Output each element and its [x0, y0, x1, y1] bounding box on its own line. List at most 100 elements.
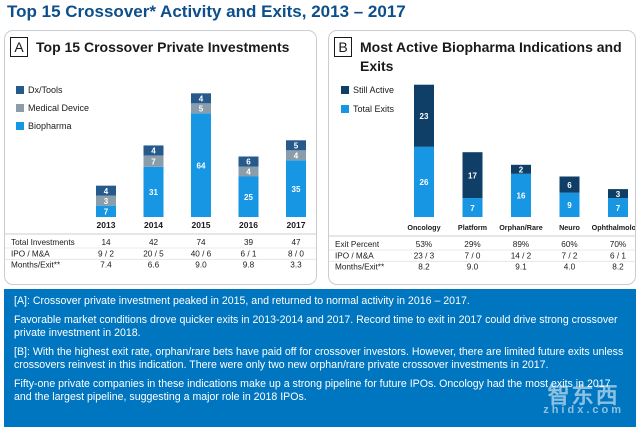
bar-value-total-exits-orphan-rare: 16	[517, 192, 526, 201]
bar-dx-tools-2015	[191, 93, 211, 104]
bar-value-medical-device-2013: 3	[104, 197, 109, 206]
table-cell-ipo-m-a-2015: 40 / 6	[191, 249, 212, 258]
bar-biopharma-2017	[286, 160, 306, 217]
bar-value-dx-tools-2017: 5	[294, 142, 299, 151]
bar-value-dx-tools-2015: 4	[199, 95, 204, 104]
panel-a: A Top 15 Crossover Private Investments D…	[4, 30, 317, 285]
bar-dx-tools-2016	[238, 156, 259, 167]
bar-medical-device-2017	[286, 150, 306, 161]
legend-swatch-still-active	[341, 86, 349, 94]
watermark-en: zhidx.com	[543, 403, 624, 416]
table-cell-ipo-m-a-orphan-rare: 14 / 2	[511, 251, 532, 260]
table-cell-exit-percent-neuro: 60%	[561, 240, 577, 249]
category-label-oncology: Oncology	[407, 223, 440, 232]
table-row-label-total-investments: Total Investments	[11, 238, 75, 247]
bar-medical-device-2013	[96, 195, 116, 206]
bar-still-active-ophthalmology	[608, 189, 628, 199]
bar-biopharma-2015	[191, 113, 211, 217]
table-cell-months-exit-2015: 9.0	[195, 261, 207, 270]
table-cell-total-investments-2017: 47	[291, 238, 301, 247]
table-row-label-ipo-m-a: IPO / M&A	[11, 249, 50, 258]
category-label-orphan-rare: Orphan/Rare	[499, 223, 543, 232]
bar-value-medical-device-2015: 5	[199, 105, 204, 114]
bar-biopharma-2016	[238, 176, 259, 217]
bar-medical-device-2014	[143, 155, 164, 167]
legend-swatch-medical-device	[16, 104, 24, 112]
bar-still-active-oncology	[414, 84, 434, 147]
table-cell-total-investments-2015: 74	[196, 238, 206, 247]
bar-medical-device-2016	[238, 166, 259, 177]
category-label-platform: Platform	[458, 223, 487, 232]
panel-b-letter: B	[334, 37, 352, 57]
bar-value-medical-device-2016: 4	[246, 168, 251, 177]
watermark-cn: 智东西	[547, 384, 620, 409]
legend-label-biopharma: Biopharma	[28, 121, 72, 131]
info-box: [A]: Crossover private investment peaked…	[4, 289, 636, 427]
table-cell-months-exit-neuro: 4.0	[564, 263, 576, 272]
bar-value-biopharma-2013: 7	[104, 208, 109, 217]
bar-total-exits-orphan-rare	[511, 173, 531, 217]
bar-medical-device-2015	[191, 103, 211, 114]
table-cell-ipo-m-a-ophthalmology: 6 / 1	[610, 251, 626, 260]
table-row-label-exit-percent: Exit Percent	[335, 240, 380, 249]
bar-total-exits-ophthalmology	[608, 198, 628, 217]
table-cell-months-exit-2014: 6.6	[148, 261, 160, 270]
legend-swatch-total-exits	[341, 105, 349, 113]
panel-a-letter: A	[10, 37, 28, 57]
bar-total-exits-neuro	[559, 192, 580, 217]
bar-value-still-active-ophthalmology: 3	[616, 190, 621, 199]
table-row-label-months-exit: Months/Exit**	[11, 261, 61, 270]
bar-value-biopharma-2014: 31	[149, 188, 158, 197]
bar-dx-tools-2017	[286, 140, 306, 151]
bar-value-biopharma-2017: 35	[292, 185, 301, 194]
bar-total-exits-platform	[462, 198, 483, 217]
table-cell-months-exit-ophthalmology: 8.2	[612, 263, 624, 272]
bar-value-still-active-neuro: 6	[567, 181, 572, 190]
bar-biopharma-2014	[143, 166, 164, 217]
bar-value-dx-tools-2016: 6	[246, 158, 251, 167]
info-paragraph-3: [B]: With the highest exit rate, orphan/…	[14, 345, 624, 372]
bar-value-still-active-oncology: 23	[420, 112, 429, 121]
table-cell-ipo-m-a-platform: 7 / 0	[465, 251, 481, 260]
table-cell-ipo-m-a-neuro: 7 / 2	[562, 251, 578, 260]
bar-value-total-exits-neuro: 9	[567, 201, 572, 210]
bar-value-biopharma-2016: 25	[244, 193, 253, 202]
legend-label-dx-tools: Dx/Tools	[28, 85, 63, 95]
table-cell-months-exit-oncology: 8.2	[418, 263, 430, 272]
category-label-ophthalmology: Ophthalmology	[592, 223, 636, 232]
legend-label-still-active: Still Active	[353, 85, 394, 95]
watermark-logo: 智东西 zhidx.com	[543, 384, 624, 417]
bar-dx-tools-2014	[143, 145, 164, 156]
table-row-label-months-exit: Months/Exit**	[335, 263, 385, 272]
bar-biopharma-2013	[96, 205, 116, 217]
bar-value-dx-tools-2014: 4	[151, 147, 156, 156]
panel-a-title: Top 15 Crossover Private Investments	[36, 39, 290, 55]
table-cell-months-exit-2016: 9.8	[243, 261, 255, 270]
bar-still-active-orphan-rare	[511, 164, 531, 174]
panel-b: B Most Active Biopharma Indications and …	[328, 30, 636, 285]
bar-value-total-exits-oncology: 26	[420, 178, 429, 187]
bar-still-active-platform	[462, 152, 483, 199]
table-cell-exit-percent-orphan-rare: 89%	[513, 240, 529, 249]
category-label-2015: 2015	[192, 220, 211, 230]
category-label-2017: 2017	[287, 220, 306, 230]
category-label-2016: 2016	[239, 220, 258, 230]
bar-value-total-exits-platform: 7	[470, 204, 475, 213]
table-cell-months-exit-platform: 9.0	[467, 263, 479, 272]
legend-swatch-biopharma	[16, 122, 24, 130]
table-cell-total-investments-2016: 39	[244, 238, 254, 247]
bar-value-medical-device-2017: 4	[294, 152, 299, 161]
bar-value-still-active-orphan-rare: 2	[519, 166, 524, 175]
category-label-2013: 2013	[97, 220, 116, 230]
table-row-label-ipo-m-a: IPO / M&A	[335, 251, 374, 260]
bar-dx-tools-2013	[96, 185, 116, 196]
table-cell-total-investments-2013: 14	[101, 238, 111, 247]
bar-value-still-active-platform: 17	[468, 171, 477, 180]
category-label-neuro: Neuro	[559, 223, 580, 232]
table-cell-ipo-m-a-2014: 20 / 5	[143, 249, 164, 258]
info-paragraph-2: Favorable market conditions drove quicke…	[14, 313, 618, 340]
bar-value-medical-device-2014: 7	[151, 157, 156, 166]
bar-total-exits-oncology	[414, 146, 434, 217]
